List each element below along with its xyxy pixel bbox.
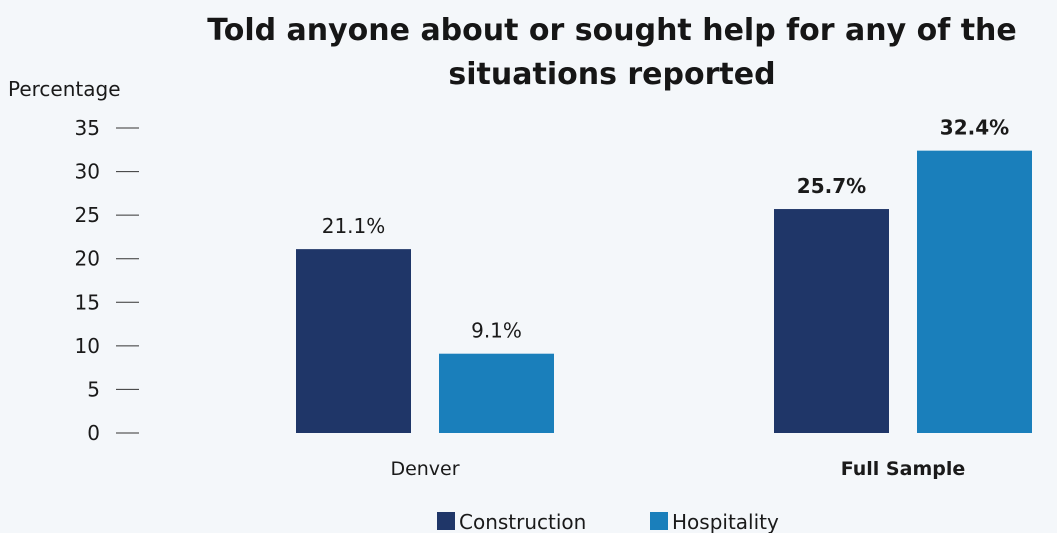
y-tick-label: 5	[87, 377, 100, 401]
y-tick-label: 10	[75, 334, 100, 358]
bar-hospitality-denver	[439, 353, 554, 433]
y-axis: 0 5 10 15 20 25 30 35	[75, 116, 139, 445]
y-tick-label: 30	[75, 160, 100, 184]
chart-title: Told anyone about or sought help for any…	[207, 13, 1017, 92]
legend: Construction Hospitality	[437, 510, 779, 533]
legend-swatch-hospitality	[650, 512, 668, 530]
chart-title-line-2: situations reported	[448, 57, 775, 92]
value-labels: 21.1% 9.1% 25.7% 32.4%	[322, 116, 1009, 343]
x-axis: Denver Full Sample	[390, 458, 965, 480]
x-category-label: Full Sample	[841, 458, 966, 480]
bar-value-label: 25.7%	[797, 174, 866, 198]
legend-label-construction: Construction	[459, 510, 586, 533]
legend-swatch-construction	[437, 512, 455, 530]
y-tick-label: 15	[75, 290, 100, 314]
bar-value-label: 21.1%	[322, 214, 386, 238]
y-tick-label: 35	[75, 116, 100, 140]
bar-value-label: 32.4%	[940, 116, 1009, 140]
chart-title-line-1: Told anyone about or sought help for any…	[207, 13, 1017, 48]
bar-hospitality-full-sample	[917, 150, 1032, 433]
y-tick-label: 20	[75, 247, 100, 271]
y-tick-label: 0	[87, 421, 100, 445]
bars	[296, 150, 1032, 433]
bar-construction-full-sample	[774, 209, 889, 433]
legend-label-hospitality: Hospitality	[672, 510, 779, 533]
x-category-label: Denver	[390, 458, 459, 480]
bar-value-label: 9.1%	[471, 319, 522, 343]
y-tick-label: 25	[75, 203, 100, 227]
bar-construction-denver	[296, 249, 411, 433]
y-axis-label: Percentage	[8, 77, 121, 101]
